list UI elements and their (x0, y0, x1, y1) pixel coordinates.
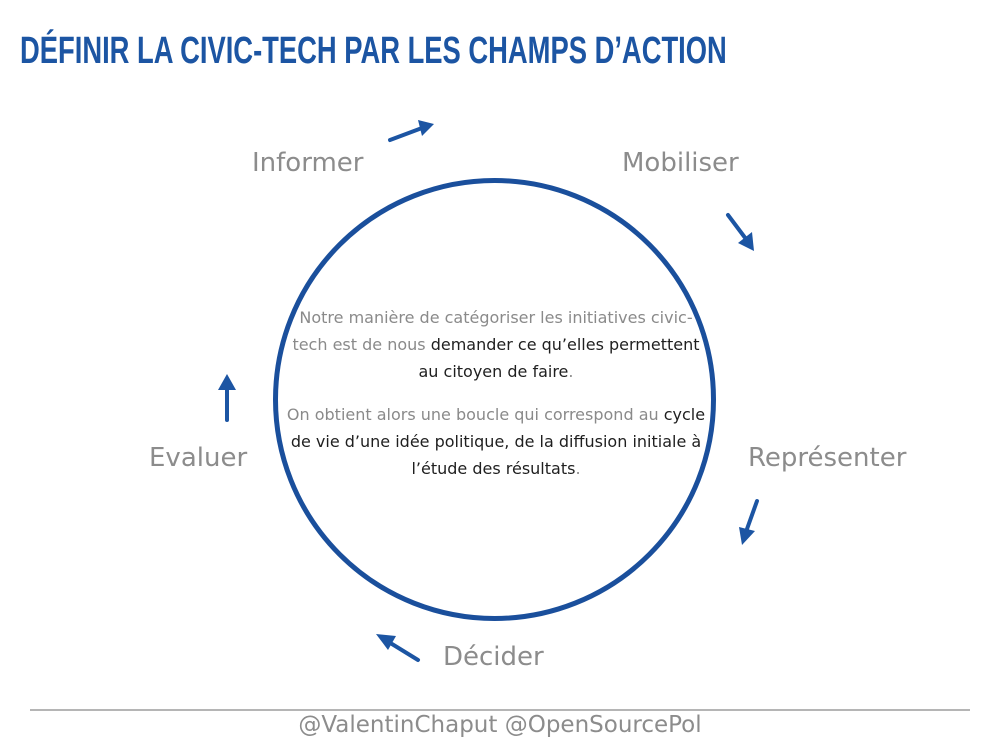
stage-representer: Représenter (748, 443, 907, 473)
stage-informer: Informer (252, 148, 364, 178)
stage-evaluer: Evaluer (149, 443, 248, 473)
arrow-down-right-icon (726, 213, 754, 251)
page-title: DÉFINIR LA CIVIC-TECH PAR LES CHAMPS D’A… (20, 30, 727, 72)
cycle-circle (273, 178, 716, 621)
center-paragraph-1-intro: Notre manière de catégoriser les initiat… (292, 308, 693, 354)
center-paragraph-1-end: . (568, 362, 574, 381)
footer-divider (30, 709, 970, 711)
center-paragraph-1: Notre manière de catégoriser les initiat… (284, 304, 708, 385)
stage-mobiliser: Mobiliser (622, 148, 739, 178)
arrow-up-icon (218, 374, 236, 422)
arrow-up-left-icon (376, 634, 420, 662)
center-description: Notre manière de catégoriser les initiat… (284, 304, 708, 498)
center-paragraph-2: On obtient alors une boucle qui correspo… (284, 401, 708, 482)
center-paragraph-2-intro: On obtient alors une boucle qui correspo… (286, 405, 664, 424)
center-paragraph-2-highlight: cycle de vie d’une idée politique, de la… (290, 405, 706, 478)
arrow-down-left-icon (739, 499, 759, 545)
stage-decider: Décider (443, 642, 544, 672)
center-paragraph-2-end: . (575, 459, 581, 478)
arrow-right-icon (388, 120, 434, 142)
footer-credits: @ValentinChaput @OpenSourcePol (298, 712, 702, 738)
center-paragraph-1-highlight: demander ce qu’elles permettent au citoy… (418, 335, 700, 381)
